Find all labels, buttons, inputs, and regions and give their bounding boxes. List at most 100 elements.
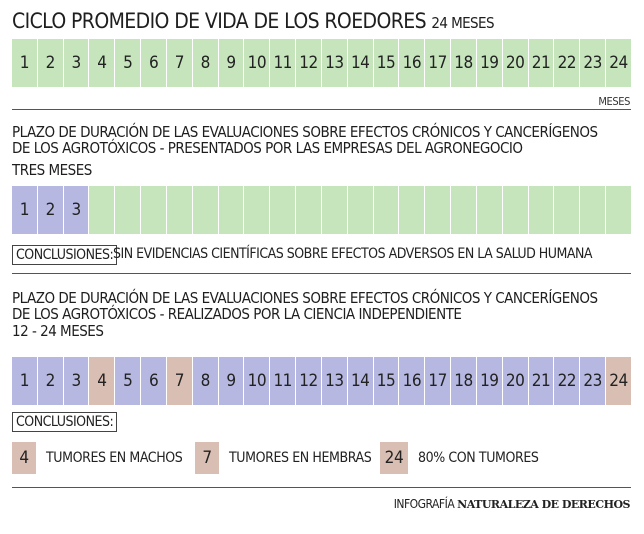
month-cell-4 <box>88 186 114 234</box>
month-cell-3: 3 <box>63 186 89 234</box>
legend-item-females: 7 TUMORES EN HEMBRAS <box>195 442 371 474</box>
month-cell-10 <box>243 186 269 234</box>
months-unit-label: MESES <box>598 95 630 108</box>
divider-2 <box>12 273 631 274</box>
month-cell-15 <box>373 186 399 234</box>
month-cell-17 <box>424 186 450 234</box>
month-cell-23 <box>579 186 605 234</box>
section1-title-text: CICLO PROMEDIO DE VIDA DE LOS ROEDORES <box>12 9 426 33</box>
month-cell-23: 23 <box>579 39 605 87</box>
month-cell-17: 17 <box>424 357 450 405</box>
month-cell-10: 10 <box>243 357 269 405</box>
month-cell-1: 1 <box>12 186 37 234</box>
month-cell-2: 2 <box>37 39 63 87</box>
month-cell-12: 12 <box>295 357 321 405</box>
month-cell-14: 14 <box>347 39 373 87</box>
legend-swatch: 24 <box>380 442 408 474</box>
month-cell-20: 20 <box>502 357 528 405</box>
month-cell-10: 10 <box>243 39 269 87</box>
credit-prefix: INFOGRAFÍA <box>394 497 455 511</box>
month-cell-6: 6 <box>140 357 166 405</box>
month-cell-21: 21 <box>528 357 554 405</box>
month-cell-23: 23 <box>579 357 605 405</box>
month-cell-1: 1 <box>12 39 37 87</box>
month-cell-21: 21 <box>528 39 554 87</box>
section2-title-line2: DE LOS AGROTÓXICOS - PRESENTADOS POR LAS… <box>12 140 523 156</box>
section2-conclusion-label: CONCLUSIONES: <box>12 245 117 265</box>
month-cell-6: 6 <box>140 39 166 87</box>
month-cell-24: 24 <box>605 357 631 405</box>
section1-title-suffix: 24 MESES <box>431 14 494 32</box>
month-cell-15: 15 <box>373 357 399 405</box>
section3-duration: 12 - 24 MESES <box>12 323 103 339</box>
month-cell-9 <box>218 186 244 234</box>
independent-evaluation-row: 1 2 3 4 5 6 7 8 9 10 11 12 13 14 15 16 17 18 19 20 21 22 23 24 <box>12 357 631 405</box>
month-cell-2: 2 <box>37 357 63 405</box>
month-cell-20: 20 <box>502 39 528 87</box>
month-cell-19: 19 <box>476 39 502 87</box>
month-cell-8: 8 <box>192 39 218 87</box>
divider-1 <box>12 109 631 110</box>
legend-label: TUMORES EN MACHOS <box>46 450 182 466</box>
section2-duration: TRES MESES <box>12 162 92 178</box>
month-cell-13: 13 <box>321 357 347 405</box>
legend-swatch: 7 <box>195 442 219 474</box>
month-cell-18: 18 <box>450 39 476 87</box>
legend-swatch: 4 <box>12 442 36 474</box>
month-cell-12: 12 <box>295 39 321 87</box>
month-cell-16: 16 <box>398 357 424 405</box>
legend-label: TUMORES EN HEMBRAS <box>229 450 371 466</box>
section3-conclusion-label: CONCLUSIONES: <box>12 412 117 432</box>
month-cell-9: 9 <box>218 39 244 87</box>
credit: INFOGRAFÍA NATURALEZA DE DERECHOS <box>394 497 630 511</box>
month-cell-24 <box>605 186 631 234</box>
month-cell-1: 1 <box>12 357 37 405</box>
month-cell-6 <box>140 186 166 234</box>
legend-item-80pct: 24 80% CON TUMORES <box>380 442 539 474</box>
month-cell-7: 7 <box>166 39 192 87</box>
month-cell-13 <box>321 186 347 234</box>
month-cell-3: 3 <box>63 357 89 405</box>
month-cell-17: 17 <box>424 39 450 87</box>
month-cell-19 <box>476 186 502 234</box>
month-cell-20 <box>502 186 528 234</box>
section3-title-line1: PLAZO DE DURACIÓN DE LAS EVALUACIONES SO… <box>12 290 598 306</box>
month-cell-11 <box>269 186 295 234</box>
month-cell-12 <box>295 186 321 234</box>
month-cell-11: 11 <box>269 39 295 87</box>
month-cell-16: 16 <box>398 39 424 87</box>
month-cell-9: 9 <box>218 357 244 405</box>
month-cell-24: 24 <box>605 39 631 87</box>
section2-title-line1: PLAZO DE DURACIÓN DE LAS EVALUACIONES SO… <box>12 124 598 140</box>
month-cell-11: 11 <box>269 357 295 405</box>
legend-item-males: 4 TUMORES EN MACHOS <box>12 442 182 474</box>
month-cell-22: 22 <box>553 357 579 405</box>
divider-3 <box>12 487 631 488</box>
rodent-lifespan-row: 1 2 3 4 5 6 7 8 9 10 11 12 13 14 15 16 17 18 19 20 21 22 23 24 <box>12 39 631 87</box>
month-cell-15: 15 <box>373 39 399 87</box>
month-cell-8 <box>192 186 218 234</box>
section2-conclusion-text: SIN EVIDENCIAS CIENTÍFICAS SOBRE EFECTOS… <box>113 246 592 262</box>
month-cell-3: 3 <box>63 39 89 87</box>
month-cell-13: 13 <box>321 39 347 87</box>
month-cell-19: 19 <box>476 357 502 405</box>
month-cell-18 <box>450 186 476 234</box>
credit-name: NATURALEZA DE DERECHOS <box>457 498 630 511</box>
month-cell-22: 22 <box>553 39 579 87</box>
month-cell-5: 5 <box>114 39 140 87</box>
legend-label: 80% CON TUMORES <box>418 450 539 466</box>
month-cell-7 <box>166 186 192 234</box>
month-cell-4: 4 <box>88 357 114 405</box>
month-cell-21 <box>528 186 554 234</box>
month-cell-16 <box>398 186 424 234</box>
month-cell-14 <box>347 186 373 234</box>
month-cell-14: 14 <box>347 357 373 405</box>
month-cell-7: 7 <box>166 357 192 405</box>
section3-title-line2: DE LOS AGROTÓXICOS - REALIZADOS POR LA C… <box>12 306 461 322</box>
month-cell-8: 8 <box>192 357 218 405</box>
month-cell-5 <box>114 186 140 234</box>
month-cell-4: 4 <box>88 39 114 87</box>
month-cell-18: 18 <box>450 357 476 405</box>
month-cell-2: 2 <box>37 186 63 234</box>
